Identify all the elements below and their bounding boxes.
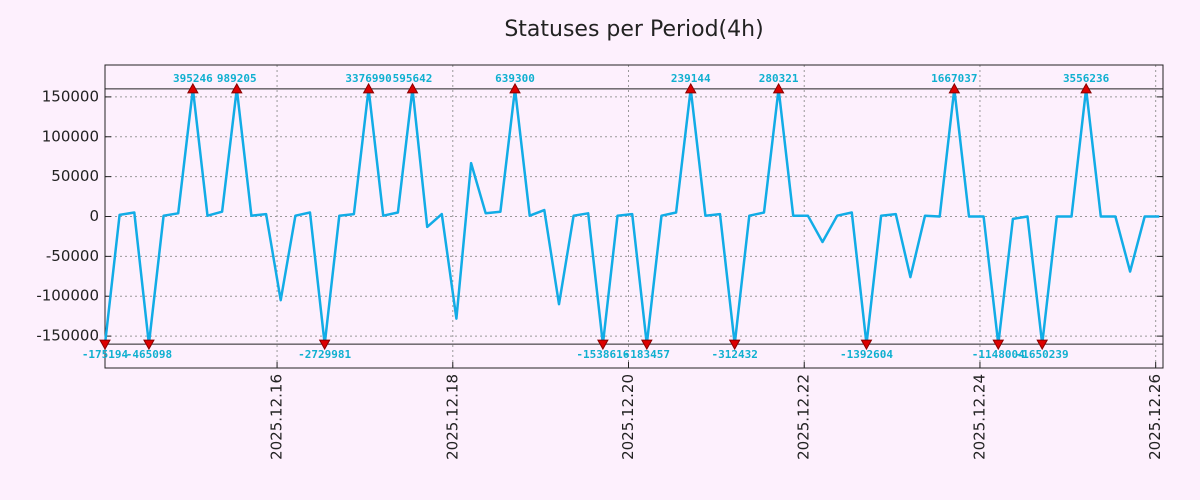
y-tick-label: 100000	[42, 127, 99, 145]
outlier-marker	[230, 82, 243, 94]
outlier-marker	[992, 339, 1005, 351]
value-label: -175194	[82, 348, 129, 361]
line	[103, 87, 1160, 346]
outlier-marker	[728, 339, 741, 351]
outlier-marker	[143, 339, 155, 351]
value-label: 3556236	[1063, 72, 1110, 85]
y-tick-label: -50000	[46, 247, 99, 265]
outlier-marker	[99, 339, 111, 351]
y-tick-label: -150000	[36, 327, 99, 345]
value-label: 280321	[759, 72, 799, 85]
outlier-marker	[406, 82, 419, 94]
y-tick-label: 150000	[42, 87, 99, 105]
value-label: -1392604	[840, 348, 893, 361]
x-tick-label: 2025.12.18	[443, 374, 461, 460]
value-label: -1650239	[1016, 348, 1069, 361]
x-tick-label: 2025.12.22	[795, 374, 813, 460]
chart-title: Statuses per Period(4h)	[504, 17, 763, 42]
value-label: 595642	[393, 72, 433, 85]
y-tick-label: -100000	[36, 287, 99, 305]
outlier-marker	[640, 339, 653, 351]
y-tick-label: 0	[89, 207, 99, 225]
value-label: -1148004	[972, 348, 1025, 361]
value-label: 1667037	[931, 72, 977, 85]
outlier-marker	[362, 82, 375, 94]
x-tick-label: 2025.12.20	[619, 374, 637, 460]
value-label: -1538616	[576, 348, 629, 361]
outlier-marker	[684, 82, 697, 94]
value-label: 395246	[173, 72, 213, 85]
value-label: -2729981	[298, 348, 351, 361]
x-tick-label: 2025.12.26	[1146, 374, 1164, 460]
value-label: 3376990	[345, 72, 391, 85]
value-label: 989205	[217, 72, 257, 85]
value-label: 639300	[495, 72, 535, 85]
x-tick-label: 2025.12.24	[970, 374, 988, 460]
y-tick-label: 50000	[51, 167, 99, 185]
outlier-marker	[187, 82, 199, 94]
plot-frame	[104, 64, 1164, 369]
outlier-marker	[860, 339, 873, 351]
outlier-marker	[509, 82, 521, 94]
value-label: -183457	[624, 348, 670, 361]
outlier-marker	[597, 339, 609, 351]
outlier-marker	[318, 339, 331, 351]
x-tick-label: 2025.12.16	[268, 374, 286, 460]
value-label: -312432	[711, 348, 757, 361]
outlier-marker	[772, 82, 785, 94]
outlier-marker	[948, 82, 961, 94]
outlier-marker	[1080, 82, 1092, 94]
value-label: 239144	[671, 72, 711, 85]
outlier-marker	[1036, 339, 1049, 351]
value-label: -465098	[126, 348, 172, 361]
